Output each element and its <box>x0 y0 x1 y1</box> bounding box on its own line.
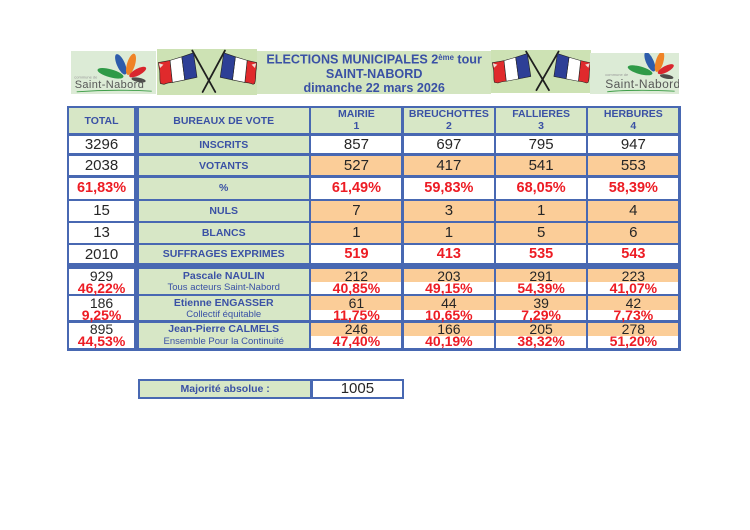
svg-text:commune de: commune de <box>74 74 98 79</box>
svg-text:Saint-Nabord: Saint-Nabord <box>75 79 145 91</box>
svg-text:commune de: commune de <box>605 72 629 77</box>
svg-text:Saint-Nabord: Saint-Nabord <box>605 77 679 91</box>
